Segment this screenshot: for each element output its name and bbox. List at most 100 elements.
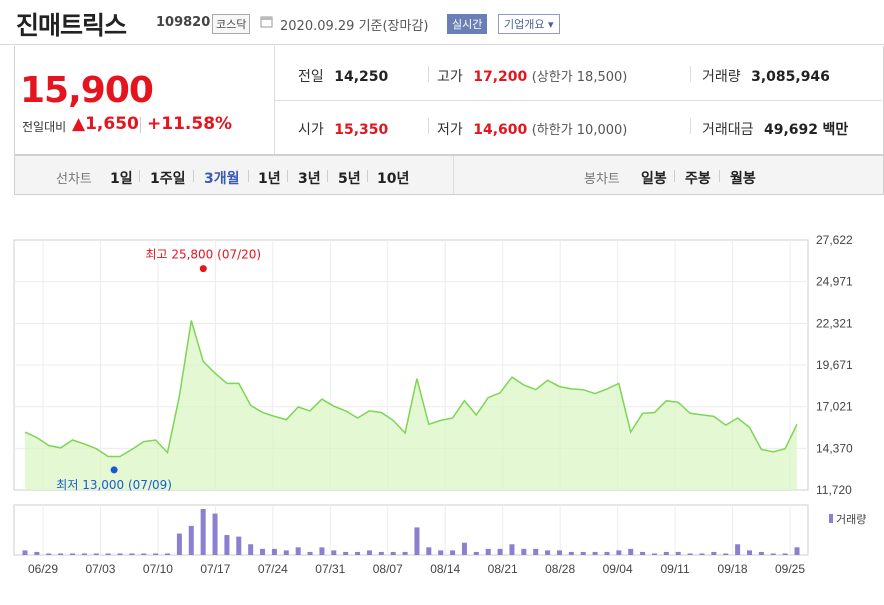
divider <box>367 170 368 182</box>
prev-close-label: 전일 <box>298 69 324 85</box>
volume-bar <box>723 553 729 555</box>
tab-1-year[interactable]: 1년 <box>258 171 281 187</box>
stock-name: 진매트릭스 <box>16 11 127 40</box>
volume-bar <box>592 551 598 555</box>
divider <box>428 118 429 134</box>
y-tick-label: 24,971 <box>816 275 853 289</box>
min-marker <box>110 466 118 474</box>
volume-bar <box>509 544 515 555</box>
x-tick-label: 07/03 <box>85 562 115 576</box>
volume-bar <box>770 553 776 555</box>
divider <box>140 117 141 133</box>
y-tick-label: 17,021 <box>816 400 853 414</box>
price-change: ▲1,650 <box>72 114 139 134</box>
x-tick-label: 06/29 <box>28 562 58 576</box>
divider <box>690 118 691 134</box>
volume-bar <box>438 550 444 555</box>
tab-weekly-candle[interactable]: 주봉 <box>685 171 711 187</box>
volume-bar <box>319 547 325 555</box>
calendar-icon <box>260 16 273 28</box>
x-tick-label: 09/11 <box>661 562 690 576</box>
x-tick-label: 08/14 <box>430 562 460 576</box>
volume-bar <box>283 550 289 555</box>
volume-bar <box>236 536 242 555</box>
realtime-button[interactable]: 실시간 <box>447 14 488 34</box>
tab-monthly-candle[interactable]: 월봉 <box>730 171 756 187</box>
volume-bar <box>473 551 479 555</box>
volume-bar <box>46 553 52 555</box>
volume-bar <box>687 553 693 555</box>
low-label: 저가 <box>437 122 463 138</box>
volume-bar <box>485 548 491 555</box>
chart-tabs: 선차트 1일 1주일 3개월 1년 3년 5년 10년 봉차트 일봉 주봉 월봉 <box>14 155 884 195</box>
tab-1-day[interactable]: 1일 <box>110 171 133 187</box>
header: 진매트릭스 109820 코스닥 2020.09.29 기준(장마감) 실시간 … <box>0 0 884 45</box>
y-tick-label: 22,321 <box>816 316 853 330</box>
divider <box>674 170 675 182</box>
volume-bar <box>153 553 159 555</box>
volume-bar <box>188 525 194 555</box>
tab-3-years[interactable]: 3년 <box>298 171 321 187</box>
volume-bar <box>521 548 527 555</box>
x-tick-label: 09/18 <box>718 562 748 576</box>
prev-close-value: 14,250 <box>334 69 389 85</box>
max-marker <box>199 265 207 273</box>
line-chart-label: 선차트 <box>56 172 92 187</box>
open-price: 시가 15,350 <box>298 119 388 139</box>
volume-bar <box>782 553 788 555</box>
volume-bar <box>461 542 467 555</box>
volume-bar <box>533 548 539 555</box>
volume-bar <box>271 548 277 555</box>
volume-bar <box>141 553 147 555</box>
company-overview-dropdown[interactable]: 기업개요 ▾ <box>498 14 560 34</box>
tab-3-months[interactable]: 3개월 <box>204 171 240 187</box>
high-price: 고가 17,200 (상한가 18,500) <box>437 66 627 86</box>
x-tick-label: 09/04 <box>603 562 633 576</box>
price-change-percent: +11.58% <box>147 114 233 134</box>
trade-amount-label: 거래대금 <box>702 122 754 138</box>
tab-1-week[interactable]: 1주일 <box>150 171 186 187</box>
divider <box>287 170 288 182</box>
volume-bar <box>628 548 634 555</box>
volume-bar <box>34 551 40 555</box>
x-tick-label: 07/17 <box>200 562 230 576</box>
volume-bar <box>497 548 503 555</box>
x-tick-label: 08/28 <box>545 562 575 576</box>
stock-code: 109820 <box>156 15 211 30</box>
volume-bar <box>93 553 99 555</box>
volume-legend-swatch <box>829 514 833 523</box>
volume-bar <box>556 550 562 555</box>
volume-bar <box>640 551 646 555</box>
market-badge: 코스닥 <box>212 14 251 34</box>
volume-bar <box>165 553 171 555</box>
volume-bar <box>711 551 717 555</box>
tab-daily-candle[interactable]: 일봉 <box>641 171 667 187</box>
volume-bar <box>129 553 135 555</box>
volume-bar <box>355 551 361 555</box>
volume-legend-label: 거래량 <box>836 513 866 526</box>
open-value: 15,350 <box>334 122 389 138</box>
x-tick-label: 07/10 <box>143 562 173 576</box>
volume-bar <box>426 547 432 555</box>
y-tick-label: 27,622 <box>816 233 853 247</box>
low-value: 14,600 <box>473 122 528 138</box>
tab-5-years[interactable]: 5년 <box>338 171 361 187</box>
volume-bar <box>651 553 657 555</box>
volume-bar <box>378 551 384 555</box>
tab-10-years[interactable]: 10년 <box>377 171 410 187</box>
volume-frame <box>13 504 809 556</box>
volume-bar <box>699 553 705 555</box>
divider <box>428 66 429 82</box>
volume-bar <box>545 550 551 555</box>
volume-bar <box>366 550 372 555</box>
volume-bar <box>212 513 218 555</box>
price-line <box>24 320 798 458</box>
volume-bar <box>616 550 622 555</box>
volume-bar <box>176 533 182 555</box>
volume-bar <box>450 550 456 555</box>
y-tick-label: 19,671 <box>816 358 853 372</box>
low-price: 저가 14,600 (하한가 10,000) <box>437 119 627 139</box>
volume: 거래량 3,085,946 <box>702 66 830 86</box>
y-tick-label: 11,720 <box>816 483 852 497</box>
trade-amount-value: 49,692 <box>763 122 819 138</box>
